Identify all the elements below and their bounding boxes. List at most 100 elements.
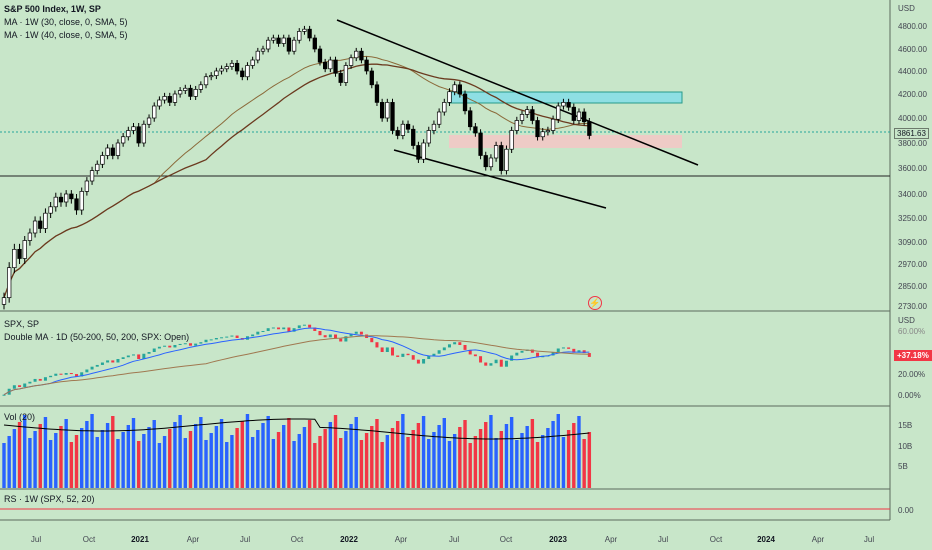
rs-title[interactable]: RS · 1W (SPX, 52, 20)	[4, 494, 95, 504]
volume-bar	[339, 438, 343, 488]
candle-body	[405, 123, 411, 130]
pane2-candle	[282, 327, 286, 330]
pane2-tick: 60.00%	[898, 327, 926, 336]
candle-body	[17, 248, 22, 259]
price-axis-tick: 3400.00	[898, 190, 927, 199]
volume-bar	[2, 443, 6, 488]
pane2-candle	[261, 331, 265, 332]
pane2-candle	[69, 373, 73, 375]
volume-bar	[147, 427, 151, 488]
pane2-currency: USD	[898, 316, 915, 325]
candle-body	[343, 65, 349, 83]
currency-label: USD	[898, 4, 915, 13]
pane2-candle	[536, 352, 540, 358]
pane2-candle	[453, 342, 457, 345]
pane2-title[interactable]: SPX, SP	[4, 319, 40, 329]
flash-icon[interactable]: ⚡	[588, 296, 602, 310]
candle-body	[240, 70, 245, 78]
candle-body	[193, 89, 198, 97]
pane2-candle	[328, 334, 332, 338]
volume-bar	[69, 442, 74, 488]
volume-bar	[473, 436, 478, 488]
volume-bar	[250, 437, 255, 488]
volume-bar	[427, 439, 431, 488]
candle-body	[333, 59, 338, 74]
candle-body	[271, 37, 276, 41]
candle-body	[587, 121, 592, 136]
candle-body	[38, 220, 43, 229]
candle-body	[64, 193, 69, 203]
candle-body	[27, 232, 33, 241]
volume-bar	[556, 414, 560, 488]
pane2-candle	[349, 333, 353, 337]
candle-body	[302, 28, 307, 32]
candle-body	[566, 102, 571, 108]
candle-body	[359, 50, 364, 61]
volume-bar	[271, 439, 276, 488]
volume-bar	[95, 437, 99, 488]
pane2-candle	[152, 348, 156, 352]
pane2-candle	[43, 377, 47, 381]
volume-bar	[447, 441, 452, 488]
volume-bar	[74, 435, 79, 488]
volume-bar	[33, 431, 37, 488]
candle-body	[74, 198, 79, 211]
pane2-candle	[572, 348, 576, 353]
ma30-legend[interactable]: MA · 1W (30, close, 0, SMA, 5)	[4, 17, 128, 27]
candle-body	[571, 106, 576, 121]
candle-body	[374, 84, 380, 103]
pane2-candle	[33, 378, 37, 382]
pane2-candle	[49, 375, 53, 378]
pane2-candle	[354, 331, 358, 334]
pane2-candle	[489, 363, 493, 366]
volume-bar	[136, 441, 141, 488]
pane2-candle	[209, 339, 213, 341]
candle-body	[561, 102, 566, 107]
volume-bar	[80, 428, 84, 488]
candle-body	[177, 90, 183, 95]
candle-body	[504, 148, 509, 171]
pane2-subtitle[interactable]: Double MA · 1D (50-200, 50, 200, SPX: Op…	[4, 332, 190, 342]
ma40-line	[3, 63, 590, 298]
pane2-candle	[116, 359, 120, 363]
price-axis-tick: 2850.00	[898, 282, 927, 291]
volume-bar	[131, 418, 136, 488]
candle-body	[183, 87, 188, 91]
volume-bar	[499, 431, 503, 488]
pane2-candle	[220, 337, 224, 339]
candle-body	[53, 196, 58, 208]
candle-body	[576, 111, 582, 121]
volume-bar	[157, 443, 162, 488]
candle-body	[535, 120, 540, 138]
volume-bar	[105, 423, 110, 488]
volume-bar	[452, 434, 457, 488]
pane2-candle	[12, 385, 16, 389]
volume-title[interactable]: Vol (20)	[4, 412, 36, 422]
pane2-candle	[75, 374, 79, 377]
volume-bar	[561, 437, 566, 488]
pane2-candle	[582, 350, 586, 354]
pane2-candle	[510, 355, 514, 361]
volume-bar	[390, 428, 395, 488]
candle-body	[447, 91, 452, 103]
volume-bar	[375, 419, 379, 488]
pane2-candle	[277, 327, 281, 330]
volume-bar	[193, 424, 198, 488]
symbol-title[interactable]: S&P 500 Index, 1W, SP	[4, 4, 101, 14]
pane2-candle	[479, 356, 483, 363]
volume-bar	[494, 438, 498, 488]
volume-bar	[256, 430, 260, 488]
volume-bar	[100, 430, 105, 488]
candle-body	[338, 72, 343, 83]
pane2-candle	[567, 347, 571, 349]
candle-body	[323, 61, 328, 70]
pane2-candle	[406, 353, 410, 356]
candle-body	[442, 102, 447, 113]
candle-body	[255, 50, 260, 61]
pane2-candle	[188, 343, 192, 346]
pane2-candle	[520, 350, 524, 353]
price-axis-tick: 4600.00	[898, 45, 927, 54]
candle-body	[468, 110, 473, 128]
ma40-legend[interactable]: MA · 1W (40, close, 0, SMA, 5)	[4, 30, 128, 40]
